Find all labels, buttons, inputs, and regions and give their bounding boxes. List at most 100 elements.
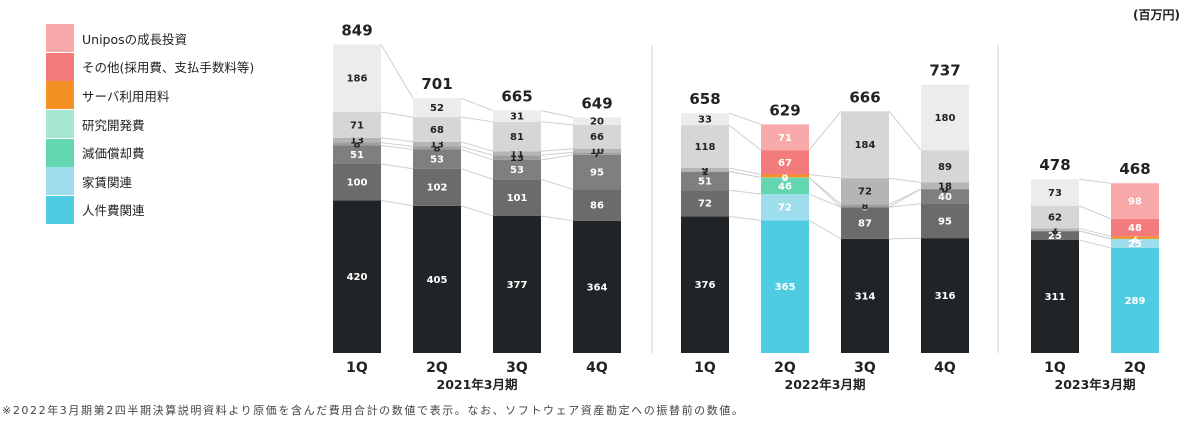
bar-segment xyxy=(573,124,621,149)
bar-segment xyxy=(921,238,969,353)
x-tick-label: 4Q xyxy=(934,360,956,376)
segment-value-label: 62 xyxy=(1048,213,1062,224)
bar-segment xyxy=(761,194,809,221)
connector-line xyxy=(380,142,414,148)
bar-segment xyxy=(681,171,729,172)
bar-segment xyxy=(1111,238,1159,240)
connector-line xyxy=(1078,239,1112,249)
segment-value-label: 11 xyxy=(510,149,524,160)
bar-segment xyxy=(681,190,729,217)
legend-item: その他(採用費、支払手数料等) xyxy=(46,52,255,82)
bar-segment xyxy=(573,148,621,153)
unit-label: (百万円) xyxy=(1133,8,1180,22)
bar-segment xyxy=(841,111,889,179)
total-label: 478 xyxy=(1039,156,1070,174)
bar-segment xyxy=(1031,179,1079,206)
connector-line xyxy=(460,141,494,152)
segment-value-label: 0 xyxy=(1132,234,1139,245)
legend-swatch xyxy=(46,52,74,81)
bar-segment xyxy=(681,113,729,126)
segment-value-label: 365 xyxy=(775,282,796,293)
legend-item: 研究開発費 xyxy=(46,110,254,139)
total-label: 658 xyxy=(689,90,720,108)
connector-line xyxy=(728,189,762,195)
legend: Uniposの成長投資 その他(採用費、支払手数料等) サーバ利用用料 研究開発… xyxy=(46,24,254,224)
bar-segment xyxy=(493,151,541,156)
bar-segment xyxy=(841,204,889,208)
connector-line xyxy=(808,219,842,240)
legend-label: サーバ利用用料 xyxy=(82,88,170,104)
segment-value-label: 73 xyxy=(1048,188,1062,199)
legend-item: 減価償却費 xyxy=(46,138,254,167)
total-label: 468 xyxy=(1119,160,1150,178)
connector-line xyxy=(888,177,922,184)
bar-segment xyxy=(333,44,381,112)
legend-label: Uniposの成長投資 xyxy=(82,31,188,47)
total-label: 666 xyxy=(849,88,880,106)
segment-value-label: 405 xyxy=(427,275,448,286)
segment-value-label: 7 xyxy=(594,149,601,160)
segment-value-label: 0 xyxy=(782,173,789,184)
segment-value-label: 10 xyxy=(590,146,604,157)
connector-line xyxy=(540,154,574,161)
segment-value-label: 86 xyxy=(590,201,604,212)
bar-segment xyxy=(1031,228,1079,231)
bar-4: 364 86 95 710 66 20 xyxy=(573,117,621,353)
connector-line xyxy=(380,44,414,99)
segment-value-label: 72 xyxy=(698,199,712,210)
bar-segment xyxy=(841,178,889,205)
bar-segment xyxy=(681,216,729,353)
segment-value-label: 8 xyxy=(354,139,361,150)
connector-line xyxy=(728,215,762,221)
segment-value-label: 377 xyxy=(507,280,528,291)
connector-line xyxy=(540,110,574,118)
connector-line xyxy=(380,163,414,170)
bar-segment xyxy=(1031,205,1079,229)
bar-segment xyxy=(1111,247,1159,353)
segment-value-label: 7 xyxy=(1052,225,1059,236)
bar-segment xyxy=(921,203,969,239)
bar-segment xyxy=(413,146,461,150)
segment-value-label: 184 xyxy=(855,140,876,151)
connector-line xyxy=(540,178,574,190)
bar-segment xyxy=(921,189,969,190)
segment-value-label: 180 xyxy=(935,113,956,124)
bar-segment xyxy=(921,84,969,151)
segment-value-label: 364 xyxy=(587,282,608,293)
segment-value-label: 13 xyxy=(430,140,444,151)
x-tick-label: 3Q xyxy=(854,360,876,376)
connector-line xyxy=(728,167,762,176)
legend-label: その他(採用費、支払手数料等) xyxy=(82,60,255,76)
bar-segment xyxy=(761,150,809,175)
connector-line xyxy=(888,188,922,205)
legend-swatch xyxy=(46,81,74,110)
connector-line xyxy=(540,148,574,152)
segment-value-label: 53 xyxy=(510,165,524,176)
bar-segment xyxy=(413,141,461,147)
connector-line xyxy=(1078,230,1112,240)
bar-segment xyxy=(1031,239,1079,353)
segment-value-label: 98 xyxy=(1128,197,1142,208)
segment-value-label: 1 xyxy=(702,167,709,178)
bar-segment xyxy=(1111,238,1159,248)
connector-line xyxy=(728,124,762,151)
bar-segment xyxy=(761,177,809,195)
segment-value-label: 89 xyxy=(938,162,952,173)
legend-label: 減価償却費 xyxy=(82,146,145,162)
segment-value-label: 0 xyxy=(862,203,869,214)
segment-value-label: 33 xyxy=(698,115,712,126)
total-label: 737 xyxy=(929,62,960,80)
bar-segment xyxy=(1111,183,1159,219)
segment-value-label: 71 xyxy=(778,133,792,144)
bar-segment xyxy=(493,179,541,216)
connector-line xyxy=(808,177,842,205)
bar-segment xyxy=(1031,230,1079,240)
bar-segment xyxy=(413,149,461,169)
total-label: 629 xyxy=(769,101,800,119)
legend-swatch xyxy=(46,167,74,196)
legend-item: 人件費関連 xyxy=(46,195,254,225)
segment-value-label: 51 xyxy=(698,176,712,187)
